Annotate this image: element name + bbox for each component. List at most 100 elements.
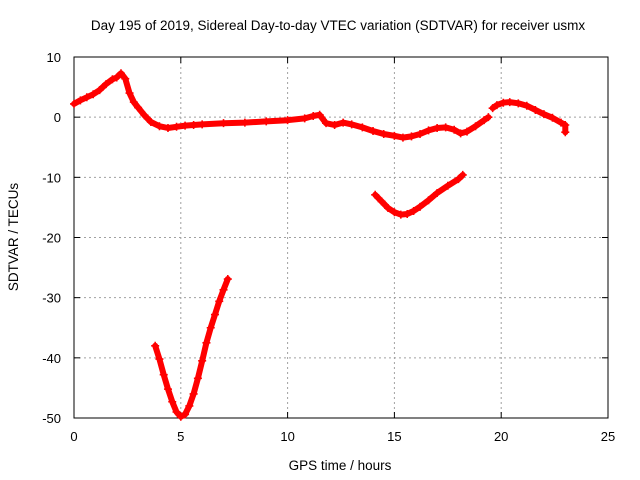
x-tick-label: 15 (387, 429, 401, 444)
data-point (339, 118, 348, 127)
series-band (152, 276, 231, 420)
data-point (210, 310, 219, 319)
series-late-arc (488, 98, 570, 137)
data-point (441, 123, 450, 132)
x-tick-label: 10 (280, 429, 294, 444)
data-point (155, 122, 164, 131)
data-point (369, 127, 378, 136)
data-point (89, 90, 98, 99)
series-afternoon-arc (371, 170, 467, 219)
x-tick-label: 20 (494, 429, 508, 444)
data-point (561, 128, 570, 137)
data-point (433, 188, 442, 197)
data-point (283, 116, 292, 125)
data-point (484, 113, 493, 122)
data-point (206, 323, 215, 332)
data-point (383, 204, 392, 213)
data-point (168, 397, 177, 406)
data-point (202, 338, 211, 347)
data-point (488, 104, 497, 113)
data-point (309, 111, 318, 120)
data-point (300, 114, 309, 123)
data-point (433, 123, 442, 132)
data-point (505, 98, 514, 107)
data-point (134, 103, 143, 112)
y-tick-label: 10 (47, 50, 61, 65)
x-axis-label: GPS time / hours (289, 458, 392, 473)
data-point (223, 275, 232, 284)
data-point (358, 123, 367, 132)
data-point (322, 119, 331, 128)
data-point (151, 341, 160, 350)
data-point (377, 197, 386, 206)
data-point (70, 99, 78, 108)
data-point (531, 105, 540, 114)
data-point (398, 133, 407, 142)
data-point (116, 69, 125, 78)
data-point (219, 285, 228, 294)
data-point (172, 122, 181, 131)
data-point (424, 126, 433, 135)
data-point (185, 401, 194, 410)
data-point (155, 355, 164, 364)
series-main-arc (70, 69, 493, 142)
data-point (443, 181, 452, 190)
data-point (330, 120, 339, 129)
data-point (522, 101, 531, 110)
x-tick-label: 25 (601, 429, 615, 444)
data-point (108, 75, 117, 84)
data-point (548, 113, 557, 122)
data-point (514, 99, 523, 108)
data-point (471, 122, 480, 131)
x-tick-label: 5 (177, 429, 184, 444)
data-point (163, 123, 172, 132)
data-point (146, 117, 155, 126)
data-point (121, 74, 130, 83)
data-point (176, 412, 185, 421)
data-point (172, 407, 181, 416)
x-tick-label: 0 (70, 429, 77, 444)
y-tick-label: 0 (54, 110, 61, 125)
data-point (240, 118, 249, 127)
data-point (198, 120, 207, 129)
data-point (262, 117, 271, 126)
y-tick-label: -40 (42, 351, 61, 366)
data-point (315, 110, 324, 119)
data-point (416, 202, 425, 211)
data-point (181, 121, 190, 130)
data-point (407, 132, 416, 141)
axis-ticks: 0 5 10 15 20 25 10 0 -10 -20 -30 -40 -50 (42, 50, 615, 444)
data-point (82, 93, 91, 102)
data-point (347, 120, 356, 129)
data-point (458, 170, 467, 179)
data-point (450, 125, 459, 134)
y-axis-label: SDTVAR / TECUs (6, 183, 21, 292)
y-tick-label: -10 (42, 170, 61, 185)
data-point (416, 130, 425, 139)
data-point (163, 385, 172, 394)
data-point (193, 374, 202, 383)
data-point (140, 111, 149, 120)
chart-title: Day 195 of 2019, Sidereal Day-to-day VTE… (91, 18, 585, 33)
data-point (557, 118, 566, 127)
data-point (403, 210, 412, 219)
data-point (76, 96, 85, 105)
data-point (112, 73, 121, 82)
data-series (70, 69, 570, 421)
data-point (129, 98, 138, 107)
data-point (95, 86, 104, 95)
data-point (379, 130, 388, 139)
data-point (198, 356, 207, 365)
data-point (409, 207, 418, 216)
series-band (71, 70, 492, 141)
data-point (454, 175, 463, 184)
data-point (539, 110, 548, 119)
data-point (159, 370, 168, 379)
data-point (561, 120, 570, 129)
y-tick-label: -50 (42, 411, 61, 426)
series-deep-dip (151, 275, 232, 421)
data-point (480, 116, 489, 125)
data-point (492, 101, 501, 110)
data-point (125, 89, 134, 98)
